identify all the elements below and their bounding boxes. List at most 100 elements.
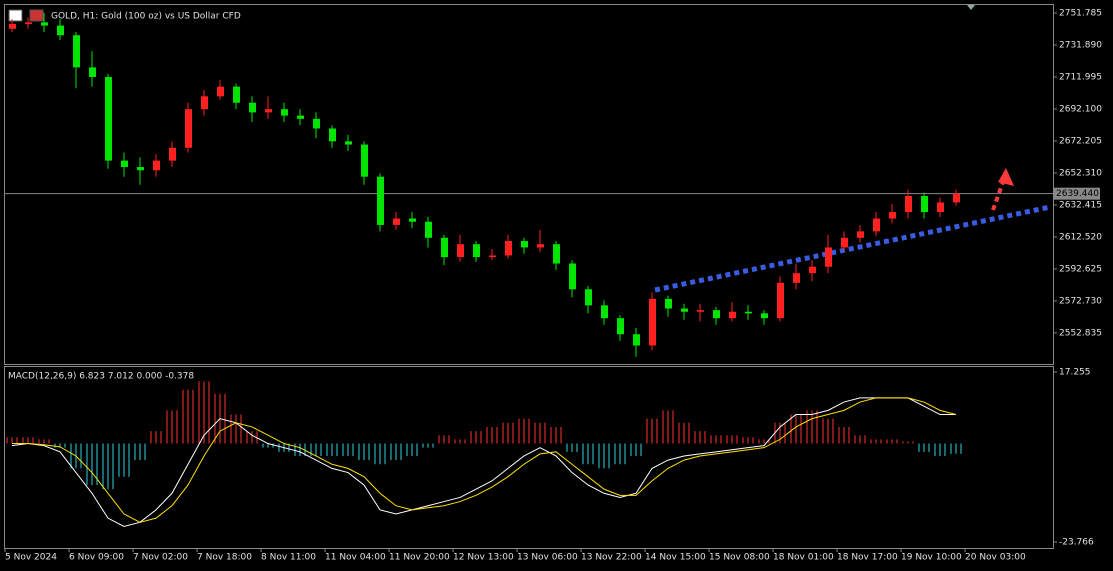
x-tick-label: 18 Nov 01:00 [773,553,834,563]
candle-body [857,231,864,238]
chart-title: GOLD, H1: Gold (100 oz) vs US Dollar CFD [51,12,241,22]
candle-body [217,86,224,97]
candle-body [169,147,176,161]
candle-body [89,67,96,78]
candle-body [953,193,960,203]
candle-body [361,144,368,177]
candle-body [473,244,480,258]
x-tick-label: 7 Nov 18:00 [197,553,252,563]
candle-body [201,96,208,110]
candle-body [745,311,752,314]
candle-body [937,202,944,213]
candle-body [425,221,432,238]
candle-body [793,273,800,283]
candle-body [505,241,512,256]
x-tick-label: 19 Nov 10:00 [901,553,962,563]
candle-body [617,318,624,335]
candle-body [73,35,80,68]
x-tick-label: 6 Nov 09:00 [69,553,124,563]
x-tick-label: 15 Nov 08:00 [709,553,770,563]
candle-body [713,310,720,319]
candle-body [57,25,64,36]
candle-body [153,160,160,171]
candle-body [633,334,640,346]
candle-body [457,244,464,258]
candle-body [137,167,144,171]
candle-body [649,298,656,346]
x-tick-label: 7 Nov 02:00 [133,553,188,563]
candle-body [777,282,784,319]
current-price-label: 2639.440 [1056,189,1099,199]
candle-body [281,109,288,116]
macd-label: MACD(12,26,9) 6.823 7.012 0.000 -0.378 [8,372,194,382]
candle-body [569,263,576,290]
y-tick-label: 2612.520 [1059,232,1102,242]
candle-body [9,23,16,29]
y-tick-label: 2632.415 [1059,200,1102,210]
x-tick-label: 13 Nov 06:00 [517,553,578,563]
candle-body [601,305,608,319]
y-tick-label: 2592.625 [1059,264,1102,274]
candle-body [489,255,496,258]
shift-marker [967,5,975,10]
trend-line [654,204,1051,293]
x-tick-label: 8 Nov 11:00 [261,553,316,563]
macd-y-tick-label: 17.255 [1059,367,1091,377]
candle-body [313,118,320,129]
candle-body [905,195,912,213]
y-tick-label: 2692.100 [1059,105,1102,115]
candle-body [761,313,768,319]
candle-body [553,244,560,264]
candle-body [585,289,592,306]
y-tick-label: 2711.995 [1059,73,1102,83]
x-tick-label: 11 Nov 04:00 [325,553,386,563]
candle-body [441,237,448,258]
candle-body [409,218,416,222]
candle-body [889,212,896,219]
macd-panel-frame [4,366,1054,549]
macd-y-tick-label: -23.766 [1059,538,1094,548]
x-tick-label: 18 Nov 17:00 [837,553,898,563]
candle-body [329,128,336,142]
candle-body [105,77,112,161]
y-tick-label: 2652.310 [1059,168,1102,178]
candle-body [25,22,32,24]
y-tick-label: 2552.835 [1059,328,1102,338]
candle-body [809,266,816,274]
candle-body [729,311,736,319]
candle-body [521,241,528,248]
x-tick-label: 14 Nov 15:00 [645,553,706,563]
arrow-shaft [991,181,1005,211]
candle-body [297,115,304,119]
candle-body [841,237,848,248]
candle-body [345,141,352,145]
candle-body [697,310,704,312]
candle-body [233,86,240,103]
candle-body [537,244,544,248]
price-panel-frame [4,4,1054,365]
x-tick-label: 5 Nov 2024 [5,553,57,563]
candle-body [665,298,672,309]
icon [29,9,44,22]
candle-body [249,102,256,113]
candle-body [121,160,128,168]
candle-body [825,247,832,267]
y-tick-label: 2572.730 [1059,296,1102,306]
y-tick-label: 2751.785 [1059,9,1102,19]
candle-body [921,195,928,213]
x-tick-label: 13 Nov 22:00 [581,553,642,563]
candle-body [185,109,192,148]
candle-body [377,176,384,225]
y-tick-label: 2672.205 [1059,137,1102,147]
icon [8,9,23,22]
candle-body [873,218,880,232]
candle-body [393,218,400,225]
x-tick-label: 12 Nov 13:00 [453,553,514,563]
x-tick-label: 20 Nov 03:00 [965,553,1026,563]
y-tick-label: 2731.890 [1059,41,1102,51]
candle-body [41,22,48,26]
candle-body [681,308,688,312]
